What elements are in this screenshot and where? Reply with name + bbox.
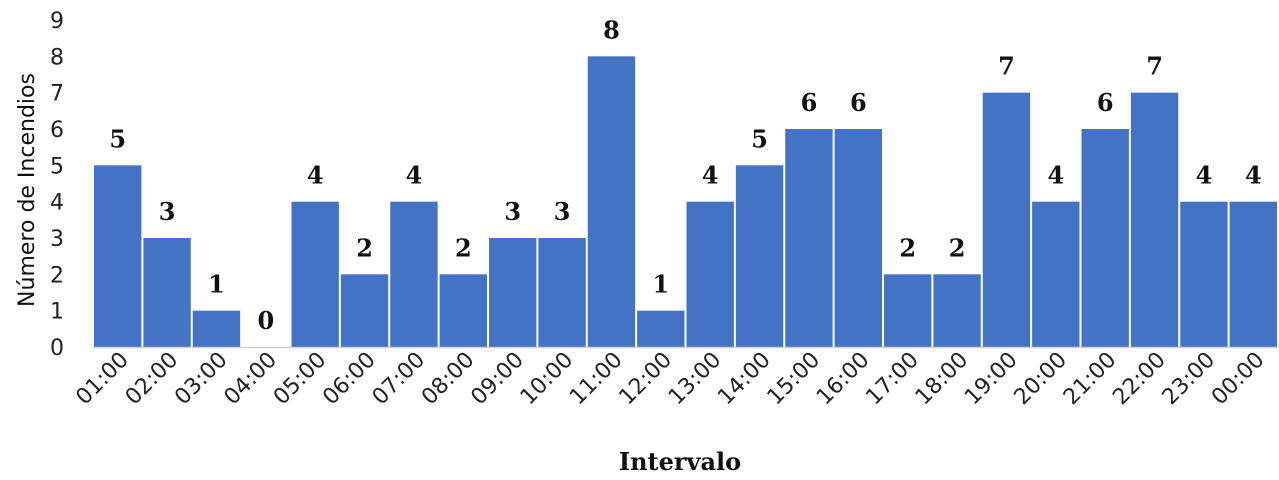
bar (1180, 201, 1228, 347)
y-tick-label: 2 (50, 263, 64, 288)
x-tick-label: 08:00 (417, 348, 480, 411)
data-label: 3 (159, 197, 176, 226)
bar (538, 238, 586, 347)
bar (192, 310, 241, 347)
bar (143, 238, 191, 347)
x-tick-label: 14:00 (713, 348, 776, 411)
y-tick-label: 0 (50, 336, 64, 361)
bar (785, 129, 833, 347)
bar (686, 201, 734, 347)
bar (489, 238, 537, 347)
data-label: 2 (356, 233, 373, 262)
x-tick-label: 05:00 (269, 348, 332, 411)
bar (340, 274, 389, 347)
x-tick-label: 17:00 (861, 348, 924, 411)
x-tick-label: 04:00 (220, 348, 283, 411)
bar (1130, 92, 1179, 348)
data-label: 4 (702, 161, 719, 190)
y-axis-ticks: 0 1 2 3 4 5 6 7 8 9 (50, 9, 64, 361)
y-axis-title: Número de Incendios (15, 73, 40, 307)
data-label: 7 (998, 52, 1015, 81)
x-tick-label: 15:00 (763, 348, 826, 411)
data-label: 5 (109, 124, 126, 153)
bar (94, 165, 142, 347)
x-tick-label: 13:00 (664, 348, 727, 411)
x-axis-ticks: 01:0002:0003:0004:0005:0006:0007:0008:00… (71, 348, 1269, 411)
data-label: 1 (652, 270, 669, 299)
data-label: 4 (1196, 161, 1213, 190)
x-tick-label: 11:00 (565, 348, 628, 411)
y-tick-label: 1 (50, 300, 64, 325)
data-label: 1 (208, 270, 225, 299)
y-tick-label: 8 (50, 45, 64, 70)
x-tick-label: 00:00 (1207, 348, 1270, 411)
x-tick-label: 02:00 (121, 348, 184, 411)
bar (735, 165, 784, 347)
bar (933, 274, 981, 347)
y-tick-label: 9 (50, 9, 64, 34)
bar (884, 274, 932, 347)
bar (982, 92, 1031, 348)
y-tick-label: 5 (50, 154, 64, 179)
data-label: 2 (949, 233, 966, 262)
bar (834, 129, 882, 347)
x-tick-label: 16:00 (812, 348, 875, 411)
data-label: 4 (406, 161, 423, 190)
bar (291, 201, 339, 347)
bar (1229, 201, 1277, 347)
x-tick-label: 23:00 (1158, 348, 1221, 411)
x-tick-label: 18:00 (911, 348, 974, 411)
bar (1032, 201, 1080, 347)
x-tick-label: 19:00 (960, 348, 1023, 411)
bar (439, 274, 487, 347)
x-tick-label: 20:00 (1010, 348, 1073, 411)
bar (587, 56, 636, 347)
y-tick-label: 3 (50, 227, 64, 252)
data-label: 7 (1146, 52, 1163, 81)
data-label: 5 (751, 124, 768, 153)
x-tick-label: 21:00 (1059, 348, 1122, 411)
bar (1081, 129, 1129, 347)
data-labels-group: 5 3 1 0 4 2 4 2 3 3 8 1 4 5 6 6 2 2 7 4 6 7 4 4 (109, 15, 1261, 335)
x-tick-label: 07:00 (368, 348, 431, 411)
data-label: 6 (801, 88, 818, 117)
data-label: 2 (455, 233, 472, 262)
bar (390, 201, 438, 347)
x-tick-label: 01:00 (71, 348, 134, 411)
data-label: 4 (1245, 161, 1262, 190)
x-tick-label: 03:00 (170, 348, 233, 411)
x-tick-label: 09:00 (466, 348, 529, 411)
y-tick-label: 4 (50, 191, 64, 216)
data-label: 4 (307, 161, 324, 190)
x-tick-label: 10:00 (516, 348, 579, 411)
bars-group (94, 56, 1277, 348)
x-axis-title: Intervalo (619, 447, 741, 476)
data-label: 3 (554, 197, 571, 226)
bar (637, 310, 685, 347)
data-label: 6 (1097, 88, 1114, 117)
data-label: 3 (504, 197, 521, 226)
data-label: 6 (850, 88, 867, 117)
x-tick-label: 12:00 (615, 348, 678, 411)
y-tick-label: 7 (50, 82, 64, 107)
x-tick-label: 06:00 (318, 348, 381, 411)
data-label: 2 (899, 233, 916, 262)
data-label: 8 (603, 15, 620, 44)
data-label: 4 (1047, 161, 1064, 190)
x-tick-label: 22:00 (1108, 348, 1171, 411)
y-tick-label: 6 (50, 118, 64, 143)
data-label: 0 (257, 306, 274, 335)
